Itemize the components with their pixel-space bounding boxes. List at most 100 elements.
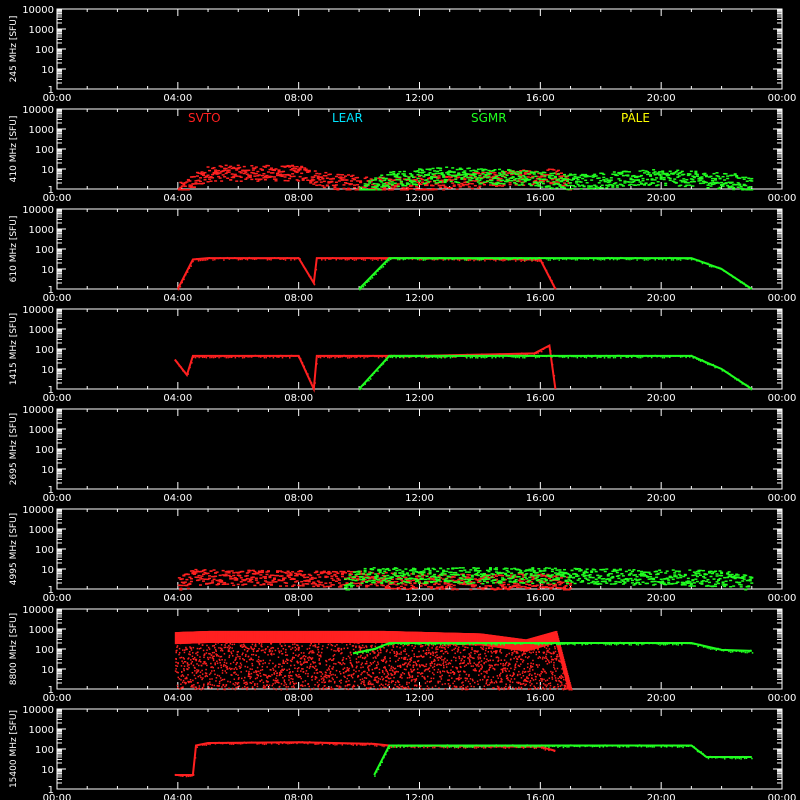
data-point <box>254 572 258 574</box>
data-point <box>689 170 693 173</box>
data-point <box>375 187 379 190</box>
data-point <box>437 184 441 187</box>
data-point <box>550 187 554 189</box>
data-point <box>453 258 455 260</box>
data-point <box>443 180 447 182</box>
data-point <box>464 183 468 186</box>
data-point <box>510 177 514 180</box>
data-point <box>543 257 546 259</box>
data-point <box>714 265 716 268</box>
data-point <box>736 182 740 184</box>
data-point <box>242 170 246 172</box>
data-point <box>439 186 443 189</box>
data-point <box>457 574 461 576</box>
data-point <box>517 354 519 356</box>
data-point <box>492 582 495 584</box>
data-point <box>183 581 187 583</box>
data-point <box>451 575 455 578</box>
data-point <box>585 568 589 570</box>
data-point <box>593 173 597 176</box>
data-point <box>522 181 526 183</box>
data-point <box>198 584 202 586</box>
data-point <box>566 177 570 180</box>
data-point <box>667 174 671 176</box>
data-point <box>553 176 557 179</box>
data-point <box>428 576 432 579</box>
data-point <box>430 586 434 588</box>
data-point <box>634 257 637 259</box>
data-point <box>522 576 526 578</box>
data-point <box>356 356 358 359</box>
data-point <box>383 187 387 189</box>
data-point <box>634 355 637 357</box>
data-point <box>266 164 270 167</box>
data-point <box>187 373 189 375</box>
data-point <box>550 182 554 184</box>
data-point <box>695 575 699 578</box>
data-point <box>330 575 334 577</box>
data-point <box>401 173 405 175</box>
data-point <box>328 582 332 584</box>
data-point <box>618 581 622 583</box>
data-point <box>498 574 502 577</box>
data-point <box>318 583 322 586</box>
data-point <box>291 571 295 573</box>
data-point <box>558 569 562 571</box>
data-point <box>676 577 680 579</box>
data-point <box>231 356 233 359</box>
data-point <box>739 586 743 588</box>
data-point <box>690 354 693 357</box>
data-point <box>402 170 406 173</box>
data-point <box>205 583 209 585</box>
data-point <box>251 569 255 572</box>
data-point <box>368 379 370 382</box>
data-point <box>392 187 396 189</box>
data-point <box>175 661 177 664</box>
data-point <box>580 356 582 358</box>
y-tick-label: 100 <box>35 345 54 356</box>
data-point <box>401 183 405 186</box>
data-point <box>715 172 719 174</box>
data-point <box>366 183 370 186</box>
data-point <box>573 175 577 178</box>
y-tick-label: 10 <box>41 65 54 76</box>
data-point <box>339 356 342 358</box>
data-point <box>177 584 181 586</box>
data-point <box>550 350 552 352</box>
data-point <box>744 188 748 191</box>
data-point <box>502 171 506 174</box>
data-point <box>654 354 657 357</box>
data-point <box>313 174 317 177</box>
data-point <box>549 182 553 185</box>
x-tick-label: 08:00 <box>284 93 313 104</box>
data-point <box>402 173 406 175</box>
data-point <box>392 173 396 176</box>
data-point <box>315 172 319 175</box>
data-point <box>550 178 554 181</box>
data-point <box>671 173 675 175</box>
data-point <box>428 571 432 573</box>
data-point <box>446 582 450 585</box>
data-point <box>359 572 363 575</box>
data-point <box>363 567 367 570</box>
data-point <box>534 585 538 587</box>
data-point <box>585 174 589 177</box>
data-point <box>596 187 600 190</box>
data-point <box>650 356 653 359</box>
data-point <box>434 587 438 590</box>
data-point <box>340 572 344 575</box>
data-point <box>709 575 713 578</box>
data-point <box>676 355 678 357</box>
data-point <box>413 587 417 589</box>
data-point <box>730 181 734 184</box>
data-point <box>692 585 696 587</box>
data-point <box>360 189 364 191</box>
x-tick-label: 12:00 <box>405 393 434 404</box>
data-point <box>475 569 479 572</box>
data-point <box>244 583 248 585</box>
data-point <box>447 355 450 357</box>
data-point <box>532 171 536 174</box>
data-point <box>266 570 270 573</box>
data-point <box>269 584 273 586</box>
